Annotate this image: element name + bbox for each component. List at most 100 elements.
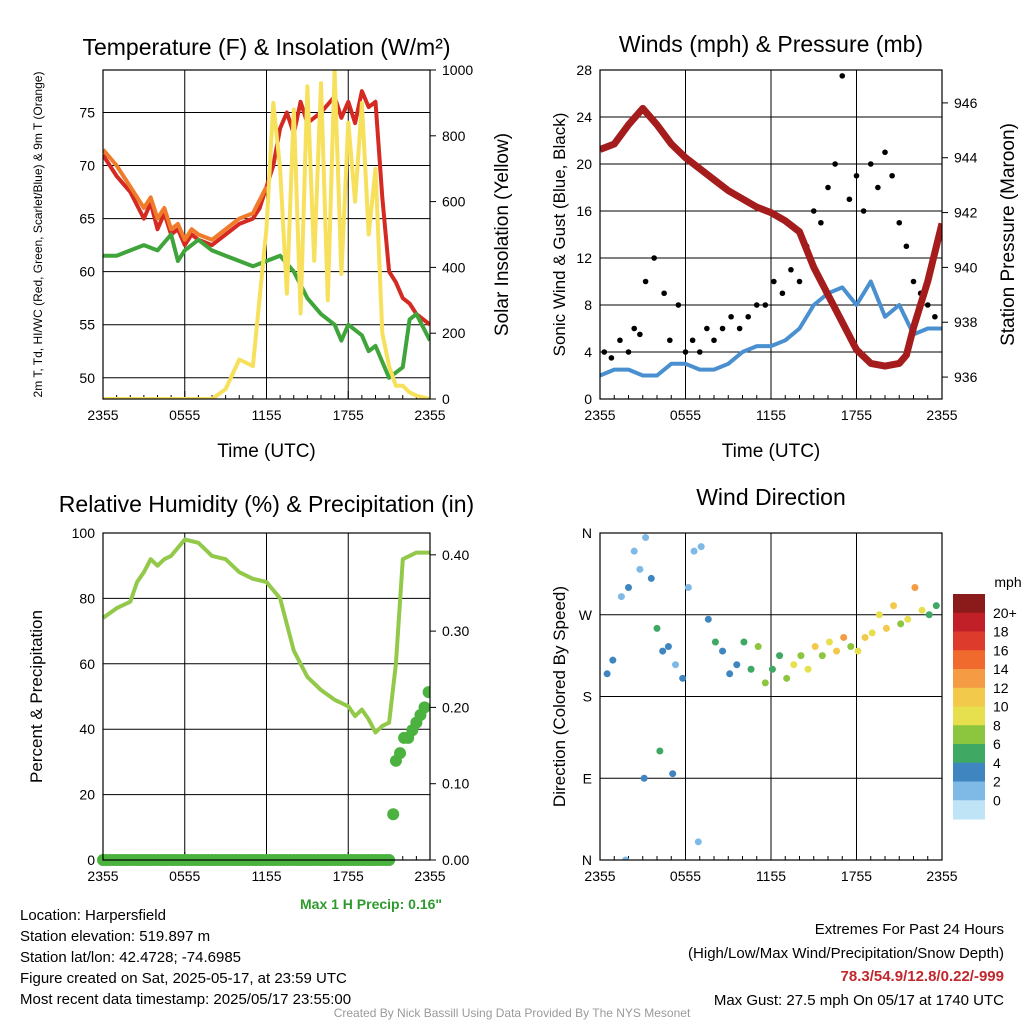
- colorbar-swatch: [953, 669, 985, 689]
- chart-title: Temperature (F) & Insolation (W/m²): [82, 34, 450, 60]
- wind-direction-point: [904, 615, 912, 623]
- y-tick-label: W: [579, 607, 593, 623]
- chart-panel-3: Relative Humidity (%) & Precipitation (i…: [27, 491, 474, 884]
- x-tick-label: 2355: [87, 868, 118, 884]
- wind-direction-point: [825, 638, 833, 646]
- series-gust-point: [651, 255, 657, 261]
- chart-panel-1: Temperature (F) & Insolation (W/m²)2355 0…: [31, 34, 513, 462]
- wind-direction-point: [603, 670, 611, 678]
- wind-direction-point: [740, 638, 748, 646]
- x-tick-label: 1755: [841, 407, 872, 423]
- y-right-tick-label: 400: [442, 259, 466, 275]
- series-gust-point: [867, 161, 874, 167]
- wind-direction-point: [617, 593, 625, 601]
- wind-direction-point: [726, 670, 734, 678]
- y-right-tick-label: 938: [954, 314, 978, 330]
- colorbar-tick-label: 12: [993, 680, 1009, 696]
- y-tick-label: 12: [576, 250, 592, 266]
- x-tick-label: 1755: [333, 407, 364, 423]
- series-gust-point: [839, 73, 846, 79]
- series-rh-line: [103, 537, 430, 735]
- chart-title: Winds (mph) & Pressure (mb): [619, 31, 923, 57]
- wind-direction-point: [911, 584, 919, 591]
- wind-direction-point: [875, 611, 883, 619]
- series-gust-point: [617, 337, 623, 344]
- series-gust-point: [875, 184, 881, 191]
- wind-direction-point: [733, 661, 741, 669]
- series-gust-point: [903, 243, 910, 250]
- y-right-tick-label: 0.30: [442, 623, 469, 639]
- wind-direction-point: [932, 602, 940, 610]
- series-gust-point: [704, 325, 710, 332]
- series-sonic-wind-line: [600, 279, 942, 378]
- y-tick-label: 20: [576, 156, 592, 172]
- y-tick-label: 8: [584, 297, 592, 313]
- y-tick-label: 0: [87, 852, 95, 868]
- series-9m-t-line: [103, 148, 269, 242]
- y-tick-label: 80: [79, 590, 95, 606]
- extremes-title: Extremes For Past 24 Hours: [814, 921, 1004, 938]
- series-gust-point: [719, 325, 726, 332]
- series-gust-point: [771, 278, 777, 285]
- y-tick-label: 28: [576, 62, 592, 78]
- y-tick-label: 60: [79, 656, 95, 672]
- x-tick-label: 2355: [584, 868, 615, 884]
- y-right-tick-label: 0.10: [442, 776, 469, 792]
- y-right-tick-label: 942: [954, 205, 978, 221]
- series-gust-point: [889, 172, 895, 179]
- y-tick-label: 20: [79, 787, 95, 803]
- wind-direction-point: [754, 643, 762, 651]
- wind-direction-point: [704, 615, 712, 623]
- x-tick-label: 2355: [926, 868, 957, 884]
- y-tick-label: 65: [79, 211, 95, 227]
- series-gust-point: [818, 219, 824, 226]
- y-right-tick-label: 0: [442, 391, 450, 407]
- x-axis-label: Time (UTC): [722, 441, 821, 462]
- series-gust-point: [910, 278, 917, 285]
- series-gust-point: [860, 208, 867, 214]
- y-tick-label: N: [582, 852, 592, 868]
- series-gust-point: [882, 149, 888, 156]
- wind-direction-point: [640, 774, 648, 782]
- y-right-tick-label: 600: [442, 194, 466, 210]
- series-gust-point: [728, 313, 734, 320]
- series-precipitation-point: [387, 808, 400, 821]
- y-tick-label: 24: [576, 109, 592, 125]
- wind-direction-point: [790, 661, 798, 669]
- wind-direction-point: [622, 856, 630, 860]
- x-tick-label: 0555: [670, 407, 701, 423]
- series-gust-point: [932, 313, 938, 320]
- station-elevation: Station elevation: 519.897 m: [20, 928, 211, 945]
- colorbar-swatch: [953, 631, 985, 651]
- wind-direction-point: [672, 661, 680, 669]
- series-gust-point: [736, 325, 743, 332]
- y-tick-label: 16: [576, 203, 592, 219]
- y-right-tick-label: 944: [954, 150, 978, 166]
- colorbar-swatch: [953, 762, 985, 782]
- series-gust-point: [675, 302, 682, 308]
- chart-title: Wind Direction: [696, 484, 846, 510]
- wind-direction-point: [719, 647, 727, 655]
- y-right-axis-label: Solar Insolation (Yellow): [492, 133, 513, 336]
- wind-direction-point: [659, 647, 667, 655]
- x-tick-label: 2355: [414, 868, 445, 884]
- y-right-tick-label: 0.20: [442, 699, 469, 715]
- series-gust-point: [810, 208, 817, 214]
- wind-direction-point: [840, 633, 848, 641]
- x-tick-label: 1155: [251, 868, 281, 884]
- series-gust-point: [825, 184, 831, 191]
- y-right-tick-label: 940: [954, 259, 978, 275]
- series-gust-point: [711, 337, 717, 344]
- colorbar-swatch: [953, 800, 985, 820]
- series-gust-point: [601, 349, 608, 355]
- recent-data-timestamp: Most recent data timestamp: 2025/05/17 2…: [20, 991, 352, 1008]
- colorbar-swatch: [953, 594, 985, 614]
- series-gust-point: [788, 266, 794, 273]
- wind-direction-point: [697, 543, 705, 551]
- plot-frame: [102, 69, 431, 400]
- extremes-panel: Extremes For Past 24 Hours (High/Low/Max…: [688, 918, 1004, 1012]
- series-2m-td-line: [103, 232, 430, 380]
- plot-frame: [599, 69, 943, 400]
- plot-frame: [102, 532, 431, 861]
- wind-direction-point: [897, 620, 905, 628]
